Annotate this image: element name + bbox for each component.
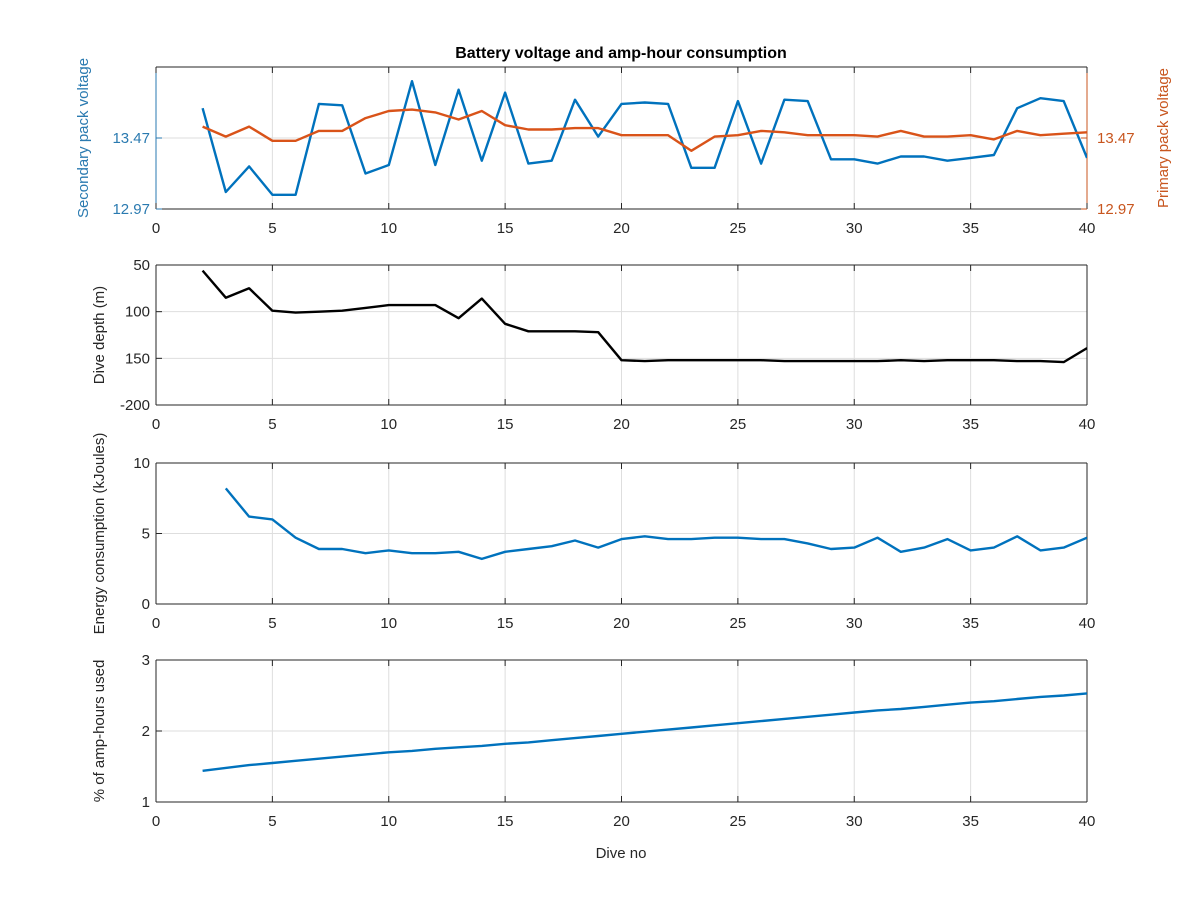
y-tick-label: 50 (133, 257, 150, 274)
y-tick-label: 13.47 (112, 130, 150, 147)
x-tick-label: 35 (962, 615, 979, 632)
y-tick-label: 2 (142, 723, 150, 740)
x-tick-label: 30 (846, 220, 863, 237)
y-right-tick-label: 12.97 (1097, 201, 1135, 218)
x-tick-label: 15 (497, 813, 514, 830)
series-line-1 (201, 269, 1087, 364)
series-line-1 (201, 79, 1087, 197)
x-tick-label: 25 (730, 416, 747, 433)
series-line-2 (202, 108, 1087, 153)
x-tick-label: 35 (962, 416, 979, 433)
x-tick-label: 20 (613, 615, 630, 632)
x-tick-label: 30 (846, 813, 863, 830)
y-tick-label: 3 (142, 652, 150, 669)
chart-panel-4: 0 5 10 15 20 25 30 35 40 1 2 3 % of amp-hours used (91, 652, 1095, 830)
chart-title: Battery voltage and amp-hour consumption (455, 45, 787, 62)
x-tick-label: 10 (380, 813, 397, 830)
y-tick-label: 100 (125, 304, 150, 321)
x-tick-label: 5 (268, 615, 276, 632)
x-tick-label: 0 (152, 615, 160, 632)
y-axis-label: % of amp-hours used (91, 660, 108, 803)
x-tick-label: 5 (268, 416, 276, 433)
x-tick-label: 10 (380, 615, 397, 632)
x-tick-label: 0 (152, 416, 160, 433)
chart-panel-3: 0 5 10 15 20 25 30 35 40 0 5 10 Energy consumption (… (91, 433, 1095, 635)
y-tick-label: 0 (142, 596, 150, 613)
x-tick-label: 20 (613, 416, 630, 433)
y-right-tick-label: 13.47 (1097, 130, 1135, 147)
y-tick-label: 10 (133, 455, 150, 472)
x-tick-label: 25 (730, 615, 747, 632)
x-tick-label: 40 (1079, 813, 1096, 830)
x-tick-label: 40 (1079, 220, 1096, 237)
x-axis-label: Dive no (596, 845, 647, 862)
x-tick-label: 35 (962, 813, 979, 830)
x-tick-label: 15 (497, 615, 514, 632)
x-tick-label: 10 (380, 220, 397, 237)
x-tick-label: 30 (846, 416, 863, 433)
x-tick-label: 40 (1079, 615, 1096, 632)
x-tick-label: 5 (268, 813, 276, 830)
x-tick-label: 5 (268, 220, 276, 237)
x-tick-label: 25 (730, 813, 747, 830)
y-tick-label: 150 (125, 350, 150, 367)
y-axis-label: Dive depth (m) (91, 286, 108, 384)
series-line-1 (202, 692, 1087, 772)
x-tick-label: 40 (1079, 416, 1096, 433)
x-tick-label: 20 (613, 813, 630, 830)
y-axis-label: Energy consumption (kJoules) (91, 433, 108, 635)
series-line-1 (224, 487, 1087, 561)
y-tick-label: -200 (120, 397, 150, 414)
x-tick-label: 25 (730, 220, 747, 237)
x-tick-label: 30 (846, 615, 863, 632)
x-tick-label: 35 (962, 220, 979, 237)
x-tick-label: 15 (497, 416, 514, 433)
x-tick-label: 20 (613, 220, 630, 237)
y-axis-label: Secondary pack voltage (75, 58, 92, 218)
y-axis-right-label: Primary pack voltage (1155, 68, 1172, 208)
y-tick-label: 5 (142, 526, 150, 543)
chart-panel-1: 0 5 10 15 20 25 30 35 4012.9713.4712.9713.47Seco… (75, 58, 1172, 237)
chart-panel-2: 0 5 10 15 20 25 30 35 40 50 100 150 -200 Dive depth (… (91, 257, 1095, 433)
y-tick-label: 12.97 (112, 201, 150, 218)
x-tick-label: 15 (497, 220, 514, 237)
x-tick-label: 0 (152, 813, 160, 830)
y-tick-label: 1 (142, 794, 150, 811)
x-tick-label: 10 (380, 416, 397, 433)
x-tick-label: 0 (152, 220, 160, 237)
